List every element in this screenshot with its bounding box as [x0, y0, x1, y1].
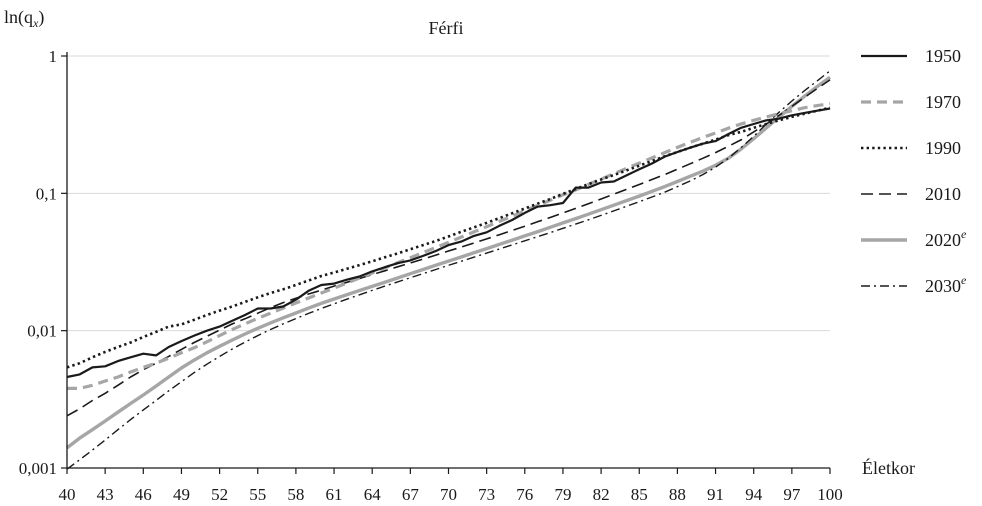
series-lines: [65, 70, 831, 470]
series-line-1950: [66, 107, 831, 379]
x-tick-label: 82: [593, 485, 610, 504]
x-tick-label: 58: [287, 485, 304, 504]
y-tick-label: 1: [49, 47, 58, 66]
grid: [67, 55, 830, 332]
legend-label-2030: 2030e: [925, 273, 967, 296]
y-axis-title-close: ): [38, 7, 44, 28]
series-line-2020: [65, 75, 831, 450]
x-tick-label: 85: [631, 485, 648, 504]
series-line-2010: [66, 79, 831, 417]
x-tick-label: 76: [516, 485, 533, 504]
x-tick-label: 64: [364, 485, 382, 504]
series-line-2030: [66, 70, 831, 470]
x-tick-label: 40: [59, 485, 76, 504]
x-tick-label: 49: [173, 485, 190, 504]
y-axis-title-sub: x: [32, 16, 39, 30]
x-tick-label: 97: [783, 485, 801, 504]
series-line-1970: [67, 102, 831, 390]
x-tick-label: 61: [326, 485, 343, 504]
legend: 1950 1970 1990 2010 2020e 2030e: [861, 46, 967, 296]
x-tick-label: 70: [440, 485, 457, 504]
ticks: 0,001 0,01 0,1 1 40 43 46 49 52 55 58 61 64 67 70 73 76 7…: [19, 47, 843, 504]
x-axis-title: Életkor: [862, 457, 915, 478]
x-tick-label: 79: [554, 485, 571, 504]
y-axis-title-main: ln(q: [4, 7, 33, 28]
legend-label-1950: 1950: [925, 46, 961, 66]
y-axis-title: ln(qx): [4, 7, 44, 30]
legend-label-2020: 2020e: [925, 227, 967, 250]
y-tick-label: 0,1: [36, 184, 57, 203]
y-tick-label: 0,001: [19, 459, 57, 478]
x-tick-label: 46: [135, 485, 152, 504]
x-tick-label: 55: [249, 485, 266, 504]
legend-label-1990: 1990: [925, 138, 961, 158]
x-tick-label: 88: [669, 485, 686, 504]
x-tick-label: 91: [707, 485, 724, 504]
x-tick-label: 94: [745, 485, 763, 504]
legend-label-2010: 2010: [925, 184, 961, 204]
series-line-1990: [66, 106, 831, 369]
x-tick-label: 43: [97, 485, 114, 504]
chart-title: Férfi: [429, 18, 464, 38]
x-tick-label: 100: [817, 485, 843, 504]
legend-label-1970: 1970: [925, 92, 961, 112]
x-tick-label: 67: [402, 485, 420, 504]
y-tick-label: 0,01: [27, 322, 57, 341]
x-tick-label: 52: [211, 485, 228, 504]
x-tick-label: 73: [478, 485, 495, 504]
